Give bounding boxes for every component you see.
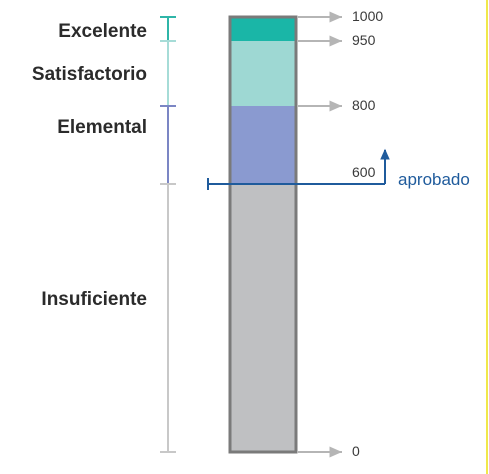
level-label-satisfactorio: Satisfactorio	[31, 64, 147, 85]
pass-mark-line	[207, 148, 390, 190]
bracket-excelente	[160, 16, 176, 42]
bar-segment-insuficiente	[230, 184, 296, 452]
score-bar-outline	[228, 15, 298, 454]
bar-segment-elemental	[230, 106, 296, 184]
tick-label-950: 950	[352, 32, 376, 48]
tick-label-1000: 1000	[352, 8, 384, 24]
tick-label-0: 0	[352, 443, 360, 459]
level-label-excelente: Excelente	[58, 21, 147, 42]
bar-segment-satisfactorio	[230, 41, 296, 106]
tick-label-800: 800	[352, 97, 376, 113]
bracket-satisfactorio	[160, 40, 176, 107]
pass-mark-label: aprobado	[398, 170, 470, 189]
margin-line	[486, 0, 488, 474]
level-label-elemental: Elemental	[57, 117, 147, 138]
level-label-insuficiente: Insuficiente	[41, 289, 147, 310]
tick-label-600: 600	[352, 164, 376, 180]
bar-segment-excelente	[230, 17, 296, 41]
bracket-insuficiente	[160, 183, 176, 453]
bracket-elemental	[160, 105, 176, 185]
